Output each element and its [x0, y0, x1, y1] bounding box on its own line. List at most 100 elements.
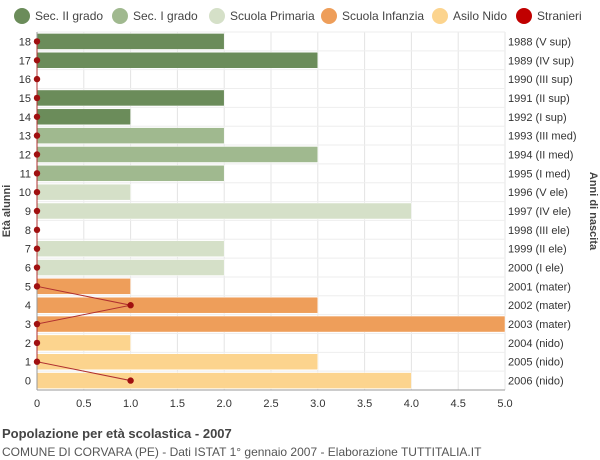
bar	[36, 183, 131, 201]
stranieri-point	[33, 113, 41, 120]
legend-item: Asilo Nido	[432, 6, 507, 26]
bar	[36, 108, 131, 126]
bar	[36, 146, 319, 163]
legend-item: Sec. II grado	[14, 6, 103, 26]
x-tick-label: 4.5	[451, 398, 466, 410]
y2-tick-label: 1998 (III ele)	[508, 225, 570, 237]
bar	[36, 296, 319, 314]
x-tick-label: 0.5	[76, 398, 91, 410]
legend-swatch	[516, 8, 532, 24]
y2-tick-label: 1990 (III sup)	[508, 74, 573, 86]
y2-tick-label: 2003 (mater)	[508, 319, 571, 331]
y2-tick-label: 2001 (mater)	[508, 281, 571, 293]
x-tick-label: 2.0	[217, 398, 232, 410]
bar	[36, 89, 225, 107]
legend-item: Sec. I grado	[112, 6, 198, 26]
x-tick-label: 1.5	[170, 398, 185, 410]
legend-label: Sec. I grado	[133, 9, 198, 23]
chart-title: Popolazione per età scolastica - 2007	[2, 426, 232, 441]
y2-tick-label: 1993 (III med)	[508, 131, 576, 143]
y-tick-label: 8	[25, 225, 31, 237]
y-tick-label: 5	[25, 281, 31, 293]
y-tick-label: 7	[25, 244, 31, 256]
legend-swatch	[321, 8, 337, 24]
legend-label: Scuola Infanzia	[342, 9, 425, 23]
y-tick-label: 4	[25, 300, 31, 312]
y2-tick-label: 1997 (IV ele)	[508, 206, 571, 218]
legend-swatch	[14, 8, 30, 24]
y2-tick-label: 2004 (nido)	[508, 338, 564, 350]
chart-subtitle: COMUNE DI CORVARA (PE) - Dati ISTAT 1° g…	[2, 445, 482, 459]
x-tick-label: 5.0	[497, 398, 512, 410]
bar	[36, 372, 412, 389]
stranieri-point	[33, 188, 41, 196]
y2-tick-label: 1988 (V sup)	[508, 36, 571, 48]
bar	[36, 278, 131, 295]
bar	[36, 202, 412, 220]
y2-tick-label: 1996 (V ele)	[508, 187, 568, 199]
legend-item: Scuola Infanzia	[321, 6, 424, 26]
y2-tick-label: 1994 (II med)	[508, 149, 573, 161]
legend-item: Scuola Primaria	[209, 6, 315, 26]
stranieri-point	[33, 264, 41, 271]
y-tick-label: 13	[19, 131, 31, 143]
stranieri-point	[33, 245, 41, 252]
y2-tick-label: 1989 (IV sup)	[508, 55, 574, 67]
x-tick-label: 3.5	[357, 398, 372, 410]
x-tick-label: 4.0	[404, 398, 419, 410]
bar	[36, 315, 506, 333]
stranieri-point	[33, 339, 41, 347]
y-tick-label: 16	[19, 74, 31, 86]
y-tick-label: 3	[25, 319, 31, 331]
bar	[36, 259, 225, 276]
stranieri-point	[33, 226, 41, 234]
legend-swatch	[432, 8, 448, 24]
stranieri-point	[127, 377, 134, 384]
legend-swatch	[112, 8, 128, 24]
bar	[36, 240, 225, 257]
y-tick-label: 6	[25, 263, 31, 275]
y2-tick-label: 1999 (II ele)	[508, 244, 567, 256]
y2-tick-label: 2002 (mater)	[508, 300, 571, 312]
y-tick-label: 0	[25, 376, 31, 388]
y2-tick-label: 2006 (nido)	[508, 376, 564, 388]
legend-label: Sec. II grado	[35, 9, 104, 23]
y-tick-label: 12	[19, 149, 31, 161]
legend-swatch	[209, 8, 225, 24]
x-tick-label: 3.0	[310, 398, 325, 410]
stranieri-point	[33, 75, 41, 83]
x-tick-label: 1.0	[123, 398, 138, 410]
stranieri-point	[33, 151, 41, 158]
y-tick-label: 1	[25, 357, 31, 369]
bar	[36, 127, 225, 144]
x-tick-label: 0	[34, 398, 40, 410]
y-axis-title: Età alunni	[1, 185, 13, 238]
legend-item: Stranieri	[516, 6, 582, 26]
stranieri-point	[33, 94, 41, 102]
x-tick-label: 2.5	[263, 398, 278, 410]
legend-label: Stranieri	[537, 9, 582, 23]
y-tick-label: 11	[20, 168, 31, 180]
y-tick-label: 17	[19, 55, 31, 67]
y-tick-label: 2	[25, 338, 31, 350]
y2-tick-label: 1991 (II sup)	[508, 93, 570, 105]
y-tick-label: 18	[19, 36, 31, 48]
stranieri-point	[33, 283, 41, 290]
y2-tick-label: 2005 (nido)	[508, 357, 564, 369]
stranieri-point	[33, 57, 41, 64]
stranieri-point	[33, 358, 41, 365]
stranieri-point	[33, 132, 41, 139]
y2-tick-label: 1992 (I sup)	[508, 112, 567, 124]
y2-tick-label: 1995 (I med)	[508, 168, 570, 180]
y2-tick-label: 2000 (I ele)	[508, 263, 564, 275]
bar	[36, 353, 319, 370]
y-tick-label: 9	[25, 206, 31, 218]
bar	[36, 165, 225, 182]
legend-label: Asilo Nido	[453, 9, 508, 23]
bar	[36, 52, 319, 69]
bar	[36, 33, 225, 50]
stranieri-point	[33, 320, 41, 328]
y-tick-label: 15	[19, 93, 31, 105]
stranieri-point	[33, 170, 41, 177]
